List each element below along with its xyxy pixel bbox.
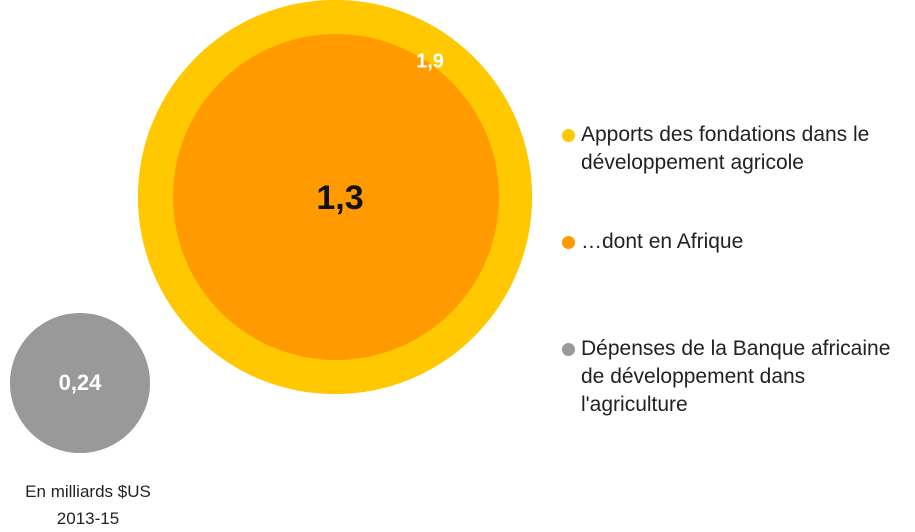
data-label: 1,3 (316, 179, 363, 217)
period: 2013-15 (56, 509, 120, 528)
legend-label: …dont en Afrique (581, 230, 744, 253)
data-label: 0,24 (59, 370, 103, 395)
legend-swatch (562, 343, 575, 356)
legend-item: …dont en Afrique (560, 228, 915, 256)
legend-label: Dépenses de la Banque africaine de dével… (581, 337, 891, 416)
data-label: 1,9 (416, 50, 444, 72)
legend-item: Dépenses de la Banque africaine de dével… (560, 335, 915, 419)
legend-item: Apports des fondations dans le développe… (560, 121, 915, 177)
legend-swatch (562, 236, 575, 249)
bubble (9, 312, 151, 454)
legend-swatch (562, 129, 575, 142)
bubble (172, 33, 500, 361)
note: En milliards $US (25, 482, 151, 501)
legend-label: Apports des fondations dans le développe… (581, 123, 870, 174)
